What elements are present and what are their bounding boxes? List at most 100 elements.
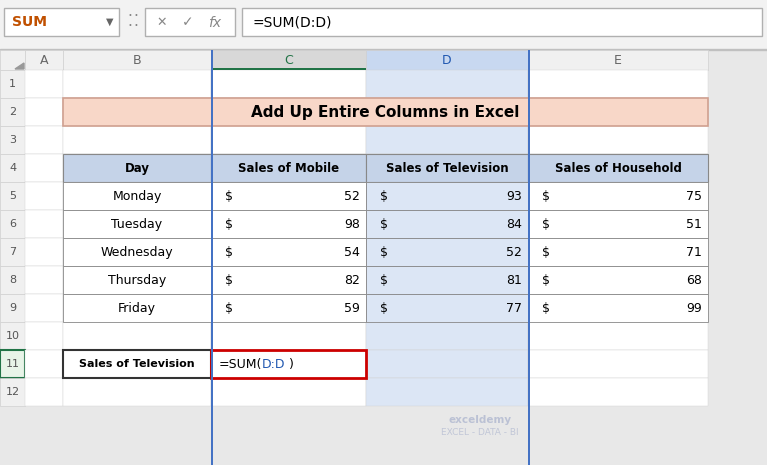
Bar [63, 294, 211, 322]
Bar [63, 266, 211, 294]
Bar [366, 294, 528, 322]
Bar [211, 126, 366, 154]
Bar [211, 154, 366, 182]
Bar [211, 378, 366, 406]
Text: A: A [40, 53, 48, 66]
Bar [211, 238, 366, 266]
Bar [63, 238, 211, 266]
Bar [366, 126, 528, 154]
Text: Sales of Television: Sales of Television [386, 161, 509, 174]
Text: 1: 1 [9, 79, 16, 89]
Bar [63, 378, 211, 406]
Text: 5: 5 [9, 191, 16, 201]
Text: 12: 12 [5, 387, 20, 397]
Bar [0, 50, 25, 70]
Text: ): ) [289, 358, 294, 371]
Bar [25, 154, 63, 182]
Bar [0, 266, 25, 294]
Bar [211, 68, 366, 70]
Text: $: $ [380, 190, 388, 202]
Bar [63, 154, 211, 182]
Bar [211, 154, 366, 182]
Bar [0, 210, 25, 238]
Bar [242, 8, 762, 36]
Text: 68: 68 [686, 273, 702, 286]
Text: Sales of Household: Sales of Household [555, 161, 681, 174]
Bar [25, 98, 63, 126]
Bar [0, 154, 25, 182]
Text: 84: 84 [506, 218, 522, 231]
Bar [63, 238, 211, 266]
Bar [0, 70, 25, 98]
Bar [366, 378, 528, 406]
Bar [63, 266, 211, 294]
Text: 93: 93 [506, 190, 522, 202]
Bar [25, 350, 63, 378]
Text: ✓: ✓ [183, 15, 194, 29]
Text: B: B [133, 53, 141, 66]
Bar [25, 322, 63, 350]
Bar [366, 322, 528, 350]
Bar [0, 378, 25, 406]
Bar [63, 350, 211, 378]
Bar [145, 8, 235, 36]
Bar [366, 350, 528, 378]
Text: $: $ [542, 246, 550, 259]
Text: $: $ [380, 246, 388, 259]
Bar [528, 238, 708, 266]
Bar [63, 182, 211, 210]
Bar [366, 98, 528, 126]
Bar [63, 154, 211, 182]
Text: E: E [614, 53, 622, 66]
Bar [366, 238, 528, 266]
Bar [63, 50, 211, 70]
Text: 6: 6 [9, 219, 16, 229]
Text: 98: 98 [344, 218, 360, 231]
Bar [366, 210, 528, 238]
Text: fx: fx [209, 16, 222, 30]
Bar [0, 182, 25, 210]
Text: =SUM(D:D): =SUM(D:D) [252, 15, 331, 29]
Bar [25, 70, 63, 98]
Text: 71: 71 [686, 246, 702, 259]
Text: 10: 10 [5, 331, 19, 341]
Bar [211, 210, 366, 238]
Text: 9: 9 [9, 303, 16, 313]
Text: 54: 54 [344, 246, 360, 259]
Bar [25, 378, 63, 406]
Bar [528, 70, 708, 98]
Text: 52: 52 [506, 246, 522, 259]
Text: 75: 75 [686, 190, 702, 202]
Bar [211, 50, 366, 70]
Bar [366, 210, 528, 238]
Text: $: $ [225, 273, 233, 286]
Bar [366, 50, 528, 70]
Bar [528, 126, 708, 154]
Text: Add Up Entire Columns in Excel: Add Up Entire Columns in Excel [252, 105, 520, 120]
Text: Day: Day [124, 161, 150, 174]
Text: Monday: Monday [112, 190, 162, 202]
Bar [211, 350, 366, 378]
Bar [0, 322, 25, 350]
Bar [25, 210, 63, 238]
Bar [366, 266, 528, 294]
Text: $: $ [380, 301, 388, 314]
Bar [528, 154, 708, 182]
Bar [63, 126, 211, 154]
Bar [211, 266, 366, 294]
Text: C: C [284, 53, 293, 66]
Bar [211, 322, 366, 350]
Bar [366, 182, 528, 210]
Text: 3: 3 [9, 135, 16, 145]
Text: Sales of Television: Sales of Television [79, 359, 195, 369]
Bar [63, 98, 211, 126]
Bar [0, 49, 767, 50]
Text: 81: 81 [506, 273, 522, 286]
Text: 4: 4 [9, 163, 16, 173]
Bar [211, 98, 366, 126]
Bar [63, 70, 211, 98]
Bar [25, 50, 63, 70]
Bar [25, 238, 63, 266]
Text: 7: 7 [9, 247, 16, 257]
Text: =SUM(: =SUM( [219, 358, 262, 371]
